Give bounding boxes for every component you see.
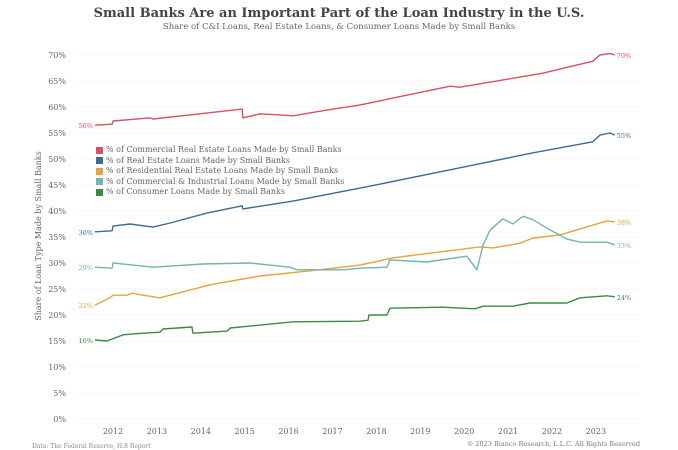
end-value-label: 24% [617, 294, 631, 302]
y-axis-label: Share of Loan Type Made by Small Banks [34, 151, 43, 320]
source-note: Data: The Federal Reserve, H.8 Report [32, 443, 151, 450]
y-tick-label: 30% [48, 259, 66, 268]
y-tick-label: 70% [48, 51, 66, 60]
y-tick-label: 0% [53, 415, 66, 424]
y-tick-label: 65% [48, 77, 66, 86]
y-tick-label: 5% [53, 389, 66, 398]
start-value-label: 22% [79, 302, 93, 310]
legend-item: % of Real Estate Loans Made by Small Ban… [96, 156, 344, 167]
legend-swatch [96, 146, 103, 154]
legend: % of Commercial Real Estate Loans Made b… [96, 145, 344, 198]
x-tick-label: 2017 [322, 427, 342, 436]
y-tick-label: 60% [48, 103, 66, 112]
y-tick-label: 15% [48, 337, 66, 346]
legend-item: % of Consumer Loans Made by Small Banks [96, 187, 344, 198]
y-tick-label: 20% [48, 311, 66, 320]
x-tick-label: 2018 [366, 427, 386, 436]
y-tick-label: 55% [48, 129, 66, 138]
x-tick-label: 2021 [498, 427, 518, 436]
x-tick-label: 2012 [103, 427, 123, 436]
chart-title: Small Banks Are an Important Part of the… [93, 6, 585, 21]
legend-swatch [96, 188, 103, 196]
legend-label: % of Commercial & Industrial Loans Made … [106, 176, 345, 186]
x-tick-label: 2019 [410, 427, 430, 436]
start-value-label: 16% [79, 337, 93, 345]
legend-item: % of Commercial & Industrial Loans Made … [96, 177, 344, 188]
legend-label: % of Commercial Real Estate Loans Made b… [106, 145, 342, 154]
end-value-label: 38% [617, 219, 631, 227]
x-tick-label: 2016 [278, 427, 298, 436]
y-tick-label: 35% [48, 233, 66, 242]
start-value-label: 56% [79, 122, 93, 130]
series-line-3 [94, 215, 616, 271]
end-value-label: 55% [617, 132, 631, 140]
end-value-label: 70% [617, 52, 631, 60]
series-line-0 [94, 52, 616, 126]
legend-item: % of Commercial Real Estate Loans Made b… [96, 145, 344, 156]
legend-swatch [96, 178, 103, 186]
legend-swatch [96, 157, 103, 165]
chart-subtitle: Share of C&I Loans, Real Estate Loans, &… [162, 22, 516, 32]
series-line-1 [94, 132, 616, 233]
legend-swatch [96, 167, 103, 175]
x-tick-label: 2023 [586, 427, 606, 436]
series-line-4 [94, 295, 615, 342]
start-value-label: 36% [79, 229, 93, 237]
y-tick-label: 25% [48, 285, 66, 294]
legend-label: % of Consumer Loans Made by Small Banks [106, 187, 285, 196]
y-tick-label: 50% [48, 155, 66, 164]
copyright: © 2023 Bianco Research, L.L.C. All Right… [466, 440, 640, 448]
legend-label: % of Residential Real Estate Loans Made … [106, 166, 339, 175]
y-tick-label: 40% [48, 207, 66, 216]
x-tick-label: 2022 [542, 427, 562, 436]
y-tick-label: 45% [48, 181, 66, 190]
end-value-label: 33% [617, 242, 631, 250]
x-tick-label: 2015 [235, 427, 255, 436]
legend-item: % of Residential Real Estate Loans Made … [96, 166, 344, 177]
start-value-label: 29% [79, 264, 93, 272]
x-tick-label: 2013 [147, 427, 167, 436]
series-line-2 [94, 220, 615, 306]
legend-label: % of Real Estate Loans Made by Small Ban… [106, 155, 291, 165]
y-tick-label: 10% [48, 363, 66, 372]
x-tick-label: 2020 [454, 427, 474, 436]
x-tick-label: 2014 [191, 427, 211, 436]
